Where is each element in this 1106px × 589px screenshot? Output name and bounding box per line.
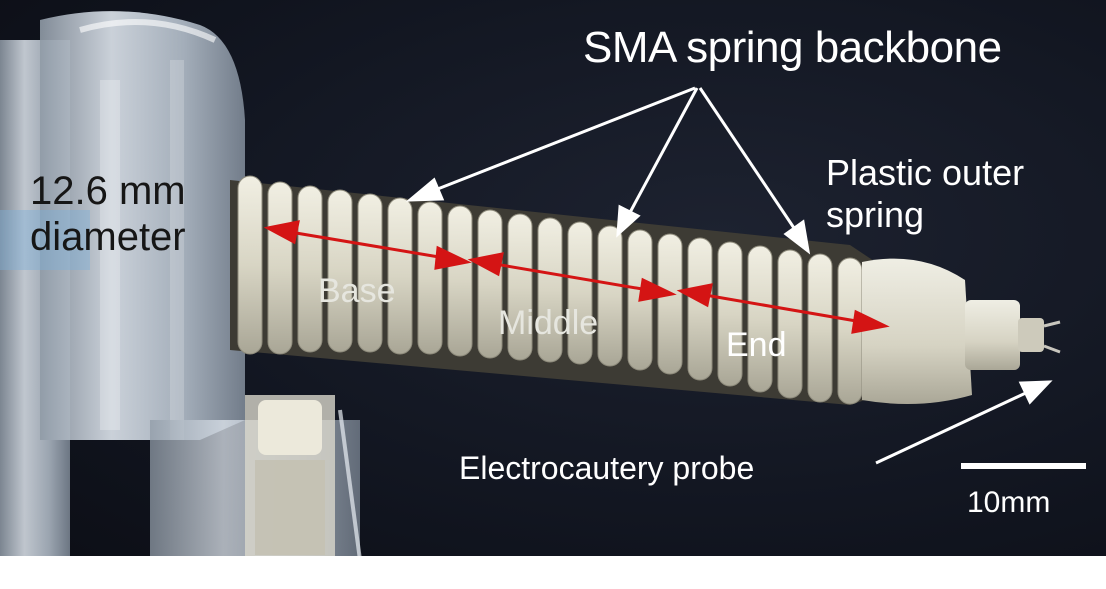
outer-spring-label: Plastic outer spring (826, 152, 1025, 236)
tip-cap (862, 258, 1044, 404)
end-segment-label: End (726, 326, 787, 364)
electrocautery-probe (1043, 320, 1061, 354)
backbone-pointer-arrows (405, 86, 811, 255)
bottom-margin (0, 556, 1106, 589)
middle-segment-label: Middle (498, 304, 599, 342)
probe-pointer-arrow (875, 380, 1053, 465)
scale-bar-label: 10mm (967, 486, 1051, 519)
diameter-label: 12.6 mm diameter (30, 169, 186, 259)
probe-label: Electrocautery probe (459, 450, 755, 486)
acrylic-housing (0, 11, 362, 561)
base-segment-label: Base (318, 272, 396, 310)
sma-backbone-label: SMA spring backbone (583, 23, 1002, 72)
spring-backbone (230, 175, 880, 405)
segment-arrows (263, 220, 890, 334)
